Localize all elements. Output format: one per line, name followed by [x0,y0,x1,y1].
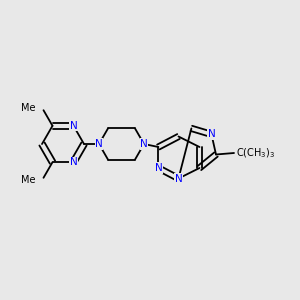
Text: Me: Me [21,103,35,113]
Text: N: N [140,139,148,149]
Text: N: N [95,139,103,149]
Text: N: N [154,163,162,173]
Text: Me: Me [21,175,35,185]
Text: N: N [70,157,77,167]
Text: N: N [175,173,182,184]
Text: N: N [208,129,215,140]
Text: N: N [70,121,77,131]
Text: C(CH$_3$)$_3$: C(CH$_3$)$_3$ [236,146,276,160]
